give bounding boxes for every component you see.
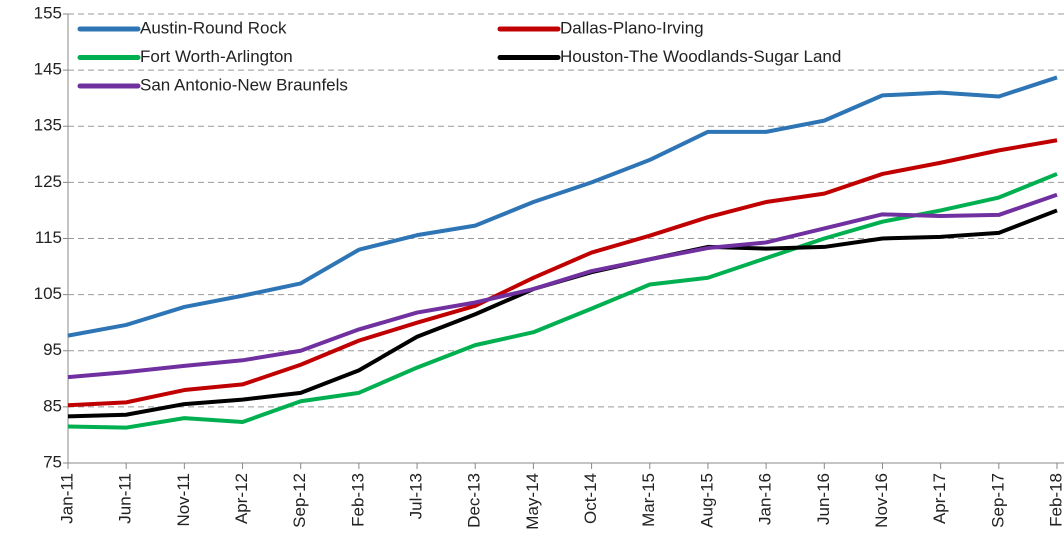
y-tick-label: 125	[34, 172, 62, 191]
x-tick-label: Sep-12	[290, 473, 309, 528]
x-tick-label: Jan-11	[57, 473, 76, 524]
x-tick-label: Feb-18	[1046, 473, 1064, 527]
x-tick-label: Sep-17	[988, 473, 1007, 528]
x-tick-label: Mar-15	[639, 473, 658, 527]
series-line	[67, 138, 1058, 408]
x-tick-label: Jun-11	[116, 473, 135, 524]
x-tick-label: Feb-13	[348, 473, 367, 527]
legend-label: San Antonio-New Braunfels	[140, 75, 348, 94]
x-tick-label: Jan-16	[756, 473, 775, 525]
series-line	[67, 192, 1058, 380]
legend-label: Houston-The Woodlands-Sugar Land	[560, 47, 841, 66]
y-tick-label: 105	[34, 284, 62, 303]
legend-label: Fort Worth-Arlington	[140, 47, 293, 66]
y-tick-label: 145	[34, 60, 62, 79]
legend-label: Austin-Round Rock	[140, 18, 287, 37]
y-tick-label: 135	[34, 116, 62, 135]
y-tick-label: 85	[43, 396, 62, 415]
x-tick-label: Dec-13	[465, 473, 484, 528]
x-tick-label: Aug-15	[697, 473, 716, 528]
y-tick-label: 75	[43, 452, 62, 471]
y-tick-label: 155	[34, 3, 62, 22]
y-tick-label: 115	[35, 228, 62, 247]
x-tick-label: May-14	[523, 473, 542, 530]
x-tick-label: Jul-13	[407, 473, 426, 519]
x-tick-label: Apr-17	[930, 473, 949, 524]
x-tick-label: Jun-16	[814, 473, 833, 525]
x-tick-label: Oct-14	[581, 473, 600, 524]
x-tick-label: Apr-12	[232, 473, 251, 524]
y-tick-label: 95	[43, 340, 62, 359]
series-line	[67, 172, 1058, 430]
x-tick-label: Nov-16	[872, 473, 891, 528]
x-tick-label: Nov-11	[174, 473, 193, 527]
series-line	[67, 75, 1058, 338]
legend-label: Dallas-Plano-Irving	[560, 18, 704, 37]
